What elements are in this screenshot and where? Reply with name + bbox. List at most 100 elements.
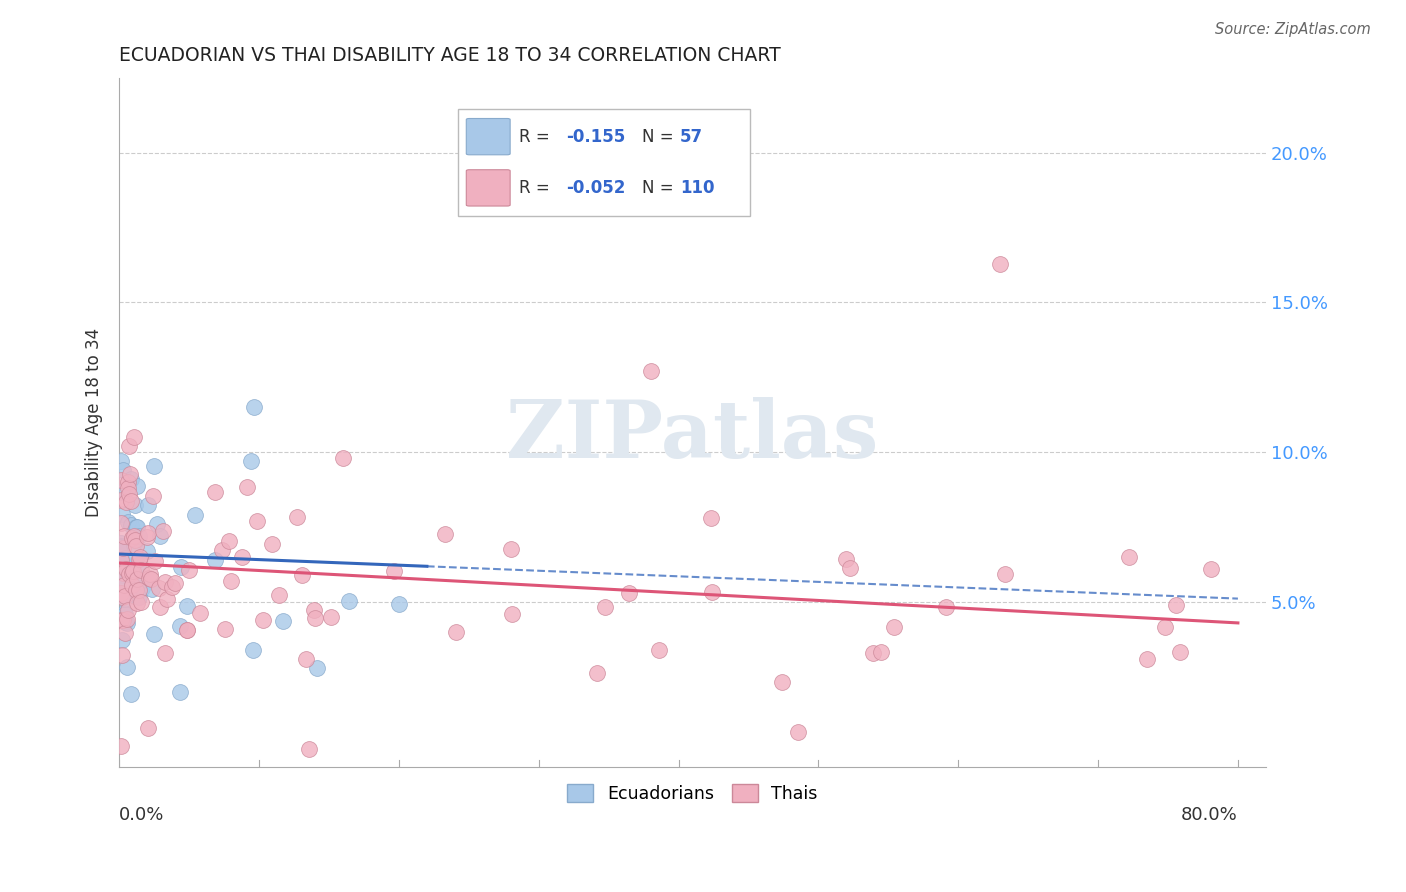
Point [115, 659, 138, 673]
Point [135, 530, 157, 544]
Point [110, 493, 132, 508]
Point [1201, 561, 1223, 575]
Point [236, 480, 259, 494]
Point [131, 581, 153, 595]
Point [111, 541, 134, 555]
Point [111, 568, 134, 582]
Point [118, 486, 141, 500]
Point [129, 563, 152, 577]
Point [260, 537, 283, 551]
Point [117, 515, 139, 529]
Point [177, 563, 200, 577]
Point [242, 642, 264, 657]
Point [124, 498, 146, 512]
Point [114, 590, 136, 604]
Point [243, 401, 266, 415]
Point [110, 739, 132, 753]
Point [120, 518, 142, 533]
Point [122, 533, 145, 547]
Point [110, 473, 132, 487]
Point [112, 606, 135, 620]
Point [115, 616, 138, 631]
Point [176, 624, 198, 638]
Point [128, 590, 150, 604]
Point [111, 632, 134, 647]
Point [231, 549, 253, 564]
Point [160, 580, 183, 594]
Point [141, 582, 163, 596]
Point [786, 724, 808, 739]
Point [128, 552, 150, 566]
Point [146, 516, 169, 531]
Point [149, 529, 172, 543]
Point [127, 558, 149, 572]
Point [835, 552, 858, 566]
Point [219, 574, 242, 589]
Point [586, 666, 609, 681]
Point [298, 741, 321, 756]
Point [149, 599, 172, 614]
Point [501, 541, 523, 556]
Point [125, 571, 148, 585]
Point [125, 582, 148, 597]
Point [994, 566, 1017, 581]
Point [138, 571, 160, 585]
Point [152, 524, 174, 539]
Point [110, 648, 132, 662]
Point [176, 599, 198, 613]
Point [110, 516, 132, 531]
Point [648, 643, 671, 657]
Point [115, 574, 138, 589]
Point [114, 592, 136, 607]
Point [143, 553, 166, 567]
Point [1136, 652, 1159, 666]
Point [155, 575, 177, 590]
Point [122, 564, 145, 578]
Point [121, 566, 143, 581]
Text: 0.0%: 0.0% [120, 805, 165, 823]
Point [332, 450, 354, 465]
Point [988, 256, 1011, 270]
Point [124, 538, 146, 552]
Point [136, 526, 159, 541]
Point [169, 619, 191, 633]
Point [214, 622, 236, 636]
Point [110, 553, 132, 567]
Point [862, 646, 884, 660]
Point [120, 472, 142, 486]
Point [122, 429, 145, 443]
Point [700, 510, 723, 524]
Point [156, 591, 179, 606]
Point [382, 565, 405, 579]
Legend: Ecuadorians, Thais: Ecuadorians, Thais [561, 777, 825, 810]
Point [1118, 549, 1140, 564]
Point [617, 586, 640, 600]
Point [136, 544, 159, 558]
Point [169, 685, 191, 699]
Point [935, 599, 957, 614]
Point [120, 494, 142, 508]
Point [302, 603, 325, 617]
Point [165, 576, 187, 591]
Point [117, 603, 139, 617]
Point [252, 613, 274, 627]
Point [285, 510, 308, 524]
Point [110, 591, 132, 605]
Point [120, 687, 142, 701]
Point [111, 587, 134, 601]
Point [115, 495, 138, 509]
Point [204, 553, 226, 567]
Point [337, 594, 360, 608]
Point [204, 484, 226, 499]
Point [139, 567, 162, 582]
Point [124, 520, 146, 534]
Point [593, 599, 616, 614]
Point [110, 541, 132, 555]
Point [124, 533, 146, 547]
Point [120, 467, 142, 481]
Point [433, 526, 456, 541]
Point [118, 566, 141, 581]
Point [218, 534, 240, 549]
Point [125, 539, 148, 553]
Point [388, 597, 411, 611]
